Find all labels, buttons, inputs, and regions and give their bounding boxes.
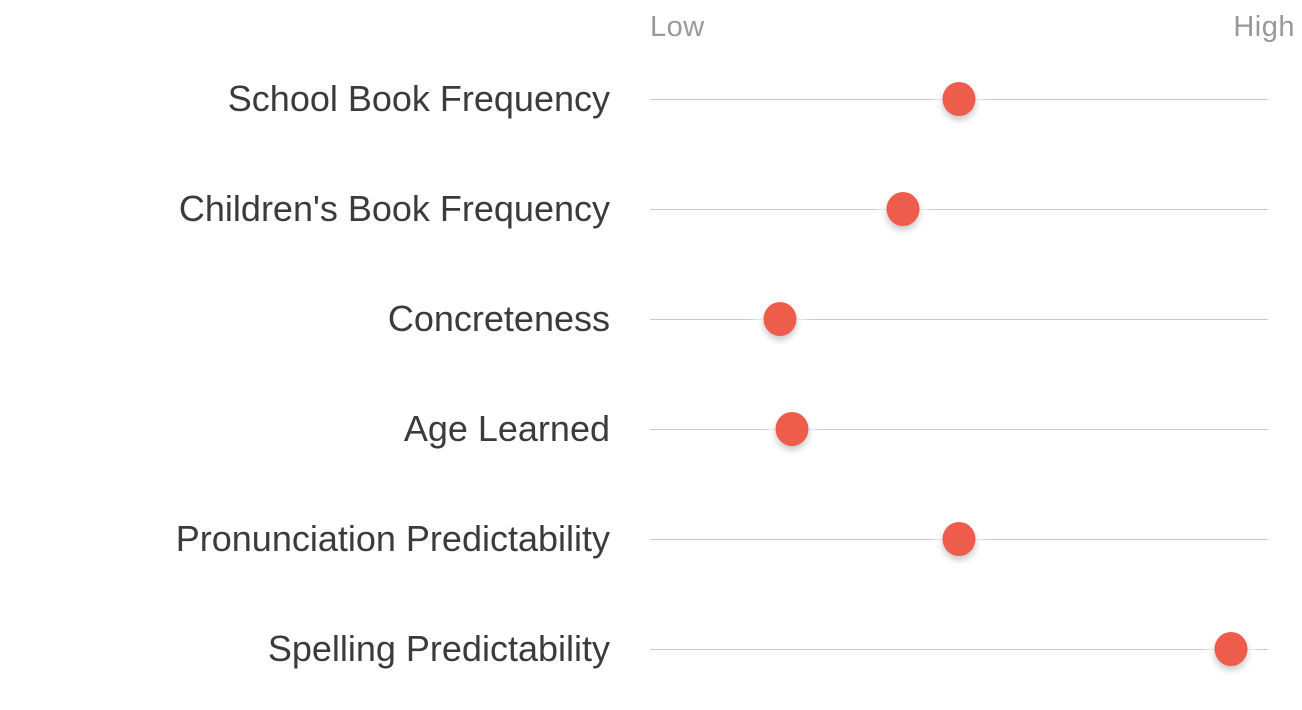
axis-high-label: High [1233, 11, 1295, 43]
row-track [650, 44, 1268, 154]
category-label: Pronunciation Predictability [175, 518, 610, 560]
data-point-dot[interactable] [763, 302, 797, 336]
row-track [650, 264, 1268, 374]
data-point-dot[interactable] [942, 82, 976, 116]
track-line [650, 429, 1268, 430]
chart-row: Age Learned [0, 374, 1302, 484]
row-track [650, 594, 1268, 704]
category-label: Age Learned [403, 408, 610, 450]
track-line [650, 319, 1268, 320]
data-point-dot[interactable] [942, 522, 976, 556]
chart-row: Pronunciation Predictability [0, 484, 1302, 594]
chart-row: Spelling Predictability [0, 594, 1302, 704]
data-point-dot[interactable] [886, 192, 920, 226]
axis-low-label: Low [650, 11, 705, 43]
scale-labels: Low High [650, 11, 1295, 44]
chart-rows: School Book Frequency Children's Book Fr… [0, 44, 1302, 704]
track-line [650, 209, 1268, 210]
row-track [650, 484, 1268, 594]
category-label: Concreteness [387, 298, 610, 340]
data-point-dot[interactable] [1214, 632, 1248, 666]
chart-row: Children's Book Frequency [0, 154, 1302, 264]
category-label: Children's Book Frequency [178, 188, 610, 230]
row-track [650, 154, 1268, 264]
chart-row: Concreteness [0, 264, 1302, 374]
category-label: Spelling Predictability [267, 628, 610, 670]
row-track [650, 374, 1268, 484]
category-label: School Book Frequency [227, 78, 610, 120]
data-point-dot[interactable] [775, 412, 809, 446]
chart-row: School Book Frequency [0, 44, 1302, 154]
track-line [650, 649, 1268, 650]
scale-header: Low High [0, 0, 1302, 44]
